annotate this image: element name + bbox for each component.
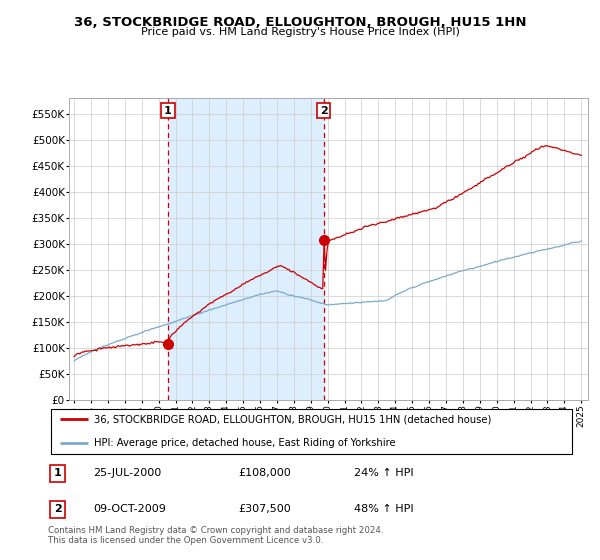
Text: 09-OCT-2009: 09-OCT-2009: [93, 505, 166, 515]
Text: 36, STOCKBRIDGE ROAD, ELLOUGHTON, BROUGH, HU15 1HN (detached house): 36, STOCKBRIDGE ROAD, ELLOUGHTON, BROUGH…: [94, 414, 492, 424]
Text: 36, STOCKBRIDGE ROAD, ELLOUGHTON, BROUGH, HU15 1HN: 36, STOCKBRIDGE ROAD, ELLOUGHTON, BROUGH…: [74, 16, 526, 29]
Text: 2: 2: [53, 505, 61, 515]
Text: £307,500: £307,500: [238, 505, 291, 515]
Text: HPI: Average price, detached house, East Riding of Yorkshire: HPI: Average price, detached house, East…: [94, 438, 396, 448]
Text: 1: 1: [164, 105, 172, 115]
Text: 25-JUL-2000: 25-JUL-2000: [93, 468, 161, 478]
FancyBboxPatch shape: [50, 409, 572, 454]
Text: 48% ↑ HPI: 48% ↑ HPI: [354, 505, 414, 515]
Text: 24% ↑ HPI: 24% ↑ HPI: [354, 468, 414, 478]
Bar: [168, 98, 324, 400]
Text: This data is licensed under the Open Government Licence v3.0.: This data is licensed under the Open Gov…: [48, 536, 323, 545]
Text: £108,000: £108,000: [238, 468, 291, 478]
Text: 1: 1: [53, 468, 61, 478]
Text: Contains HM Land Registry data © Crown copyright and database right 2024.: Contains HM Land Registry data © Crown c…: [48, 526, 383, 535]
Text: 2: 2: [320, 105, 328, 115]
Text: Price paid vs. HM Land Registry's House Price Index (HPI): Price paid vs. HM Land Registry's House …: [140, 27, 460, 37]
